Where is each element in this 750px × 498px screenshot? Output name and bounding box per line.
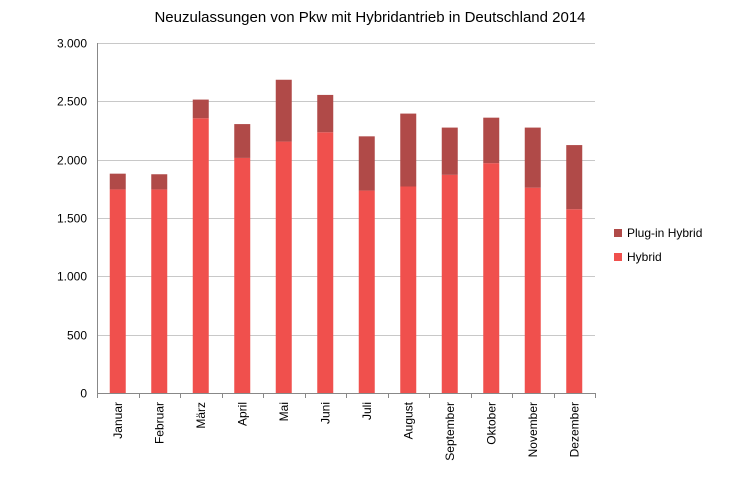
x-tick-label: August bbox=[401, 401, 415, 439]
bars bbox=[109, 79, 583, 393]
bar-hybrid-august bbox=[400, 186, 417, 393]
y-tick-label: 1.500 bbox=[57, 212, 87, 226]
y-tick-labels: 0 500 1.000 1.500 2.000 2.500 3.000 bbox=[57, 37, 87, 401]
y-tick-label: 2.000 bbox=[57, 154, 87, 168]
bar-plug-in-hybrid-juni bbox=[317, 94, 334, 133]
legend-label: Plug-in Hybrid bbox=[627, 226, 702, 240]
y-tick-label: 2.500 bbox=[57, 95, 87, 109]
x-tick-label: Mai bbox=[277, 402, 291, 421]
x-tick-label: Oktober bbox=[484, 402, 498, 445]
bar-hybrid-september bbox=[441, 174, 458, 393]
x-tick-label: Juni bbox=[318, 402, 332, 424]
x-tick-label: Juli bbox=[360, 402, 374, 420]
bar-plug-in-hybrid-mai bbox=[275, 79, 292, 142]
legend-swatch bbox=[614, 253, 622, 261]
bar-plug-in-hybrid-februar bbox=[151, 174, 168, 190]
y-tick-label: 3.000 bbox=[57, 37, 87, 51]
bar-plug-in-hybrid-august bbox=[400, 113, 417, 187]
legend-label: Hybrid bbox=[627, 250, 662, 264]
x-tick-labels: Januar Februar März April Mai Juni Juli August S… bbox=[111, 401, 582, 460]
legend: Plug-in Hybrid Hybrid bbox=[614, 226, 702, 264]
y-tick-label: 500 bbox=[67, 329, 87, 343]
bar-hybrid-april bbox=[234, 157, 251, 393]
gridlines bbox=[97, 43, 595, 336]
bar-hybrid-februar bbox=[151, 189, 168, 393]
bar-hybrid-juli bbox=[358, 190, 375, 393]
bar-plug-in-hybrid-dezember bbox=[566, 145, 583, 210]
x-tick-label: September bbox=[443, 402, 457, 461]
bar-plug-in-hybrid-oktober bbox=[483, 117, 500, 164]
bar-plug-in-hybrid-september bbox=[441, 127, 458, 175]
bar-hybrid-märz bbox=[192, 118, 209, 393]
chart-title: Neuzulassungen von Pkw mit Hybridantrieb… bbox=[154, 9, 585, 26]
bar-plug-in-hybrid-juli bbox=[358, 136, 375, 191]
bar-plug-in-hybrid-april bbox=[234, 124, 251, 158]
x-tick-label: Januar bbox=[111, 402, 125, 439]
y-tick-label: 0 bbox=[80, 387, 87, 401]
bar-plug-in-hybrid-januar bbox=[109, 173, 126, 190]
bar-plug-in-hybrid-november bbox=[524, 127, 541, 188]
x-tick-label: November bbox=[526, 402, 540, 457]
bar-hybrid-januar bbox=[109, 189, 126, 393]
x-tick-label: Februar bbox=[152, 402, 166, 444]
bar-hybrid-oktober bbox=[483, 163, 500, 393]
axes bbox=[97, 43, 596, 398]
legend-swatch bbox=[614, 229, 622, 237]
bar-hybrid-juni bbox=[317, 132, 334, 393]
y-tick-label: 1.000 bbox=[57, 270, 87, 284]
x-tick-label: Dezember bbox=[567, 402, 581, 457]
bar-hybrid-dezember bbox=[566, 209, 583, 393]
bar-plug-in-hybrid-märz bbox=[192, 99, 209, 119]
bar-hybrid-november bbox=[524, 187, 541, 393]
x-tick-label: März bbox=[194, 402, 208, 429]
bar-hybrid-mai bbox=[275, 141, 292, 393]
x-tick-label: April bbox=[235, 402, 249, 426]
